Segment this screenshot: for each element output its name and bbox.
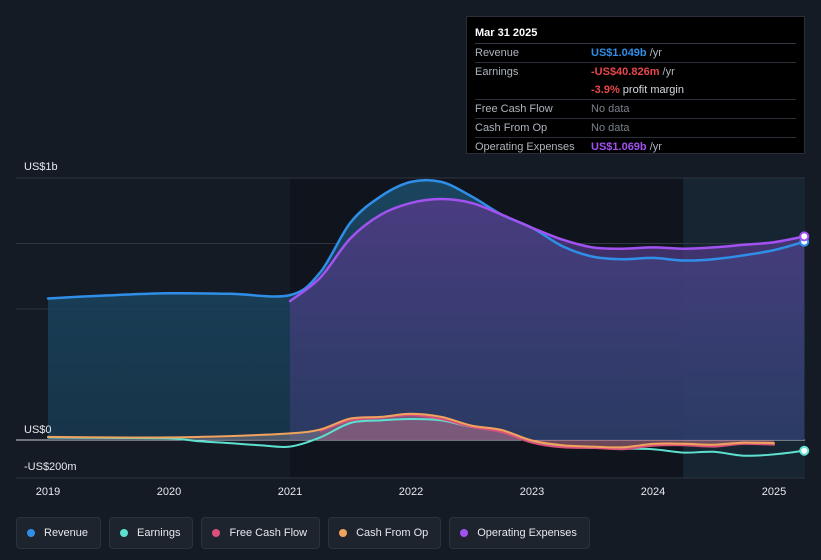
legend-item-revenue[interactable]: Revenue [16, 517, 102, 549]
tooltip-key: Earnings [475, 66, 519, 78]
cash-from-op-area [48, 413, 774, 448]
x-tick-label: 2020 [157, 486, 181, 498]
tooltip-value-revenue: US$1.049b [591, 47, 647, 59]
operating-expenses-dot-icon [460, 529, 469, 537]
tooltip-value-opex: US$1.069b [591, 141, 647, 153]
tooltip-value-margin: -3.9% [591, 84, 620, 96]
legend-item-operating-expenses[interactable]: Operating Expenses [449, 517, 590, 549]
x-tick-label: 2021 [278, 486, 302, 498]
tooltip-row-revenue: Revenue US$1.049b /yr [475, 44, 796, 63]
x-tick-label: 2025 [762, 486, 786, 498]
tooltip-suffix: /yr [646, 47, 662, 59]
tooltip-value-fcf: No data [591, 103, 630, 115]
tooltip-key: Cash From Op [475, 122, 548, 134]
tooltip-row-opex: Operating Expenses US$1.069b /yr [475, 138, 796, 156]
cash-from-op-dot-icon [339, 529, 348, 537]
tooltip-row-earnings: Earnings -US$40.826m /yr [475, 63, 796, 81]
operating-expenses-end-marker [799, 231, 810, 242]
legend-item-cash-from-op[interactable]: Cash From Op [328, 517, 442, 549]
legend-label: Free Cash Flow [229, 527, 308, 539]
revenue-dot-icon [27, 529, 35, 537]
x-tick-label: 2024 [641, 486, 665, 498]
tooltip-date: Mar 31 2025 [475, 23, 796, 44]
legend-label: Revenue [44, 527, 89, 539]
x-tick-label: 2023 [520, 486, 544, 498]
legend-label: Cash From Op [356, 527, 429, 539]
tooltip-key: Revenue [475, 47, 520, 59]
y-tick-label: US$1b [24, 161, 58, 173]
tooltip-suffix: /yr [646, 141, 662, 153]
y-tick-label: US$0 [24, 424, 52, 436]
y-tick-label: -US$200m [24, 461, 77, 473]
tooltip-key [475, 82, 591, 98]
tooltip-key: Operating Expenses [475, 141, 575, 153]
chart: US$1b US$0 -US$200m 2019 2020 2021 2022 2023 202… [16, 161, 810, 498]
tooltip-value-earnings: -US$40.826m [591, 66, 660, 78]
legend: Revenue Earnings Free Cash Flow Cash Fro… [16, 517, 590, 549]
tooltip-suffix: profit margin [619, 84, 684, 96]
tooltip-key: Free Cash Flow [475, 103, 553, 115]
legend-item-earnings[interactable]: Earnings [109, 517, 194, 549]
earnings-end-marker [799, 445, 810, 456]
tooltip-row-cfo: Cash From Op No data [475, 119, 796, 138]
tooltip-row-margin: -3.9% profit margin [475, 81, 796, 100]
legend-item-free-cash-flow[interactable]: Free Cash Flow [201, 517, 321, 549]
tooltip-row-fcf: Free Cash Flow No data [475, 100, 796, 119]
x-tick-label: 2022 [399, 486, 423, 498]
free-cash-flow-area [320, 415, 774, 450]
earnings-dot-icon [120, 529, 129, 537]
tooltip-suffix: /yr [659, 66, 675, 78]
revenue-line [46, 178, 806, 300]
tooltip-value-cfo: No data [591, 122, 630, 134]
operating-expenses-line [288, 197, 806, 303]
cash-from-op-line [47, 412, 775, 449]
free-cash-flow-dot-icon [212, 529, 221, 537]
x-tick-label: 2019 [36, 486, 60, 498]
legend-label: Earnings [137, 527, 181, 539]
legend-label: Operating Expenses [477, 527, 577, 539]
tooltip: Mar 31 2025 Revenue US$1.049b /yr Earnin… [466, 16, 805, 154]
